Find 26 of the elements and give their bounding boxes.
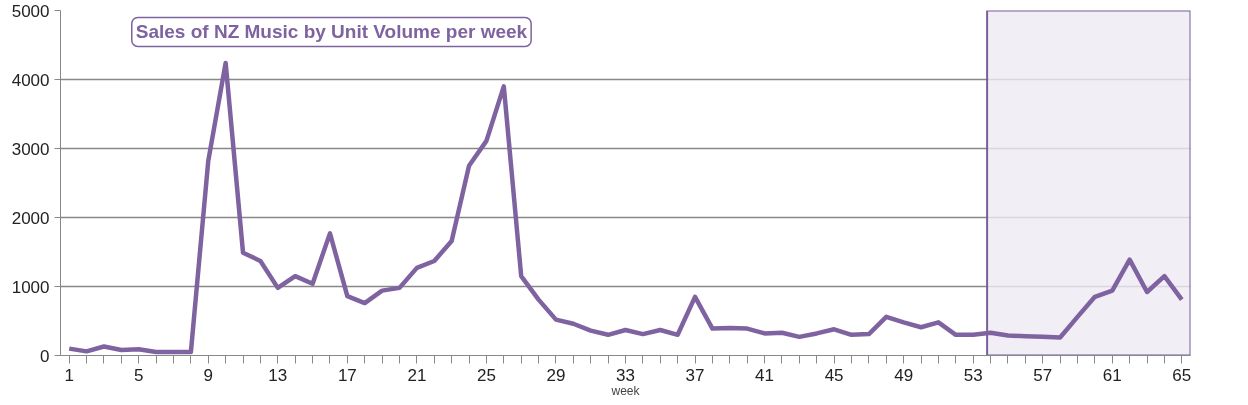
line-series (66, 60, 1185, 355)
x-tick-label: 41 (755, 365, 775, 385)
x-tick-label: 33 (616, 365, 635, 385)
text: Sales of NZ Music by Unit Volume per week (135, 21, 528, 43)
x-tick-label: 5 (134, 365, 144, 385)
x-tick-label: 13 (268, 365, 288, 385)
x-tick-label: 53 (963, 365, 983, 385)
y-tick-label: 2000 (11, 208, 50, 228)
x-tick-label: 25 (476, 365, 496, 385)
x-tick-label: 57 (1033, 365, 1053, 385)
x-tick-label: 17 (337, 365, 357, 385)
x-tick-label: 65 (1172, 365, 1192, 385)
y-tick-label: 4000 (11, 70, 50, 90)
x-tick-label: 37 (685, 365, 705, 385)
x-tick-label: 45 (824, 365, 844, 385)
y-tick-label: 3000 (11, 139, 50, 159)
x-tick-label: 1 (64, 365, 74, 385)
y-tick-label: 0 (40, 346, 50, 366)
x-tick-label: 29 (546, 365, 566, 385)
x-tick-label: 61 (1102, 365, 1122, 385)
x-tick-label: 21 (407, 365, 427, 385)
y-tick-label: 1000 (11, 277, 50, 297)
x-tick-label: 49 (894, 365, 914, 385)
x-tick-label: 9 (203, 365, 214, 385)
x-axis-title: week (610, 383, 641, 398)
y-tick-label: 5000 (11, 1, 50, 21)
